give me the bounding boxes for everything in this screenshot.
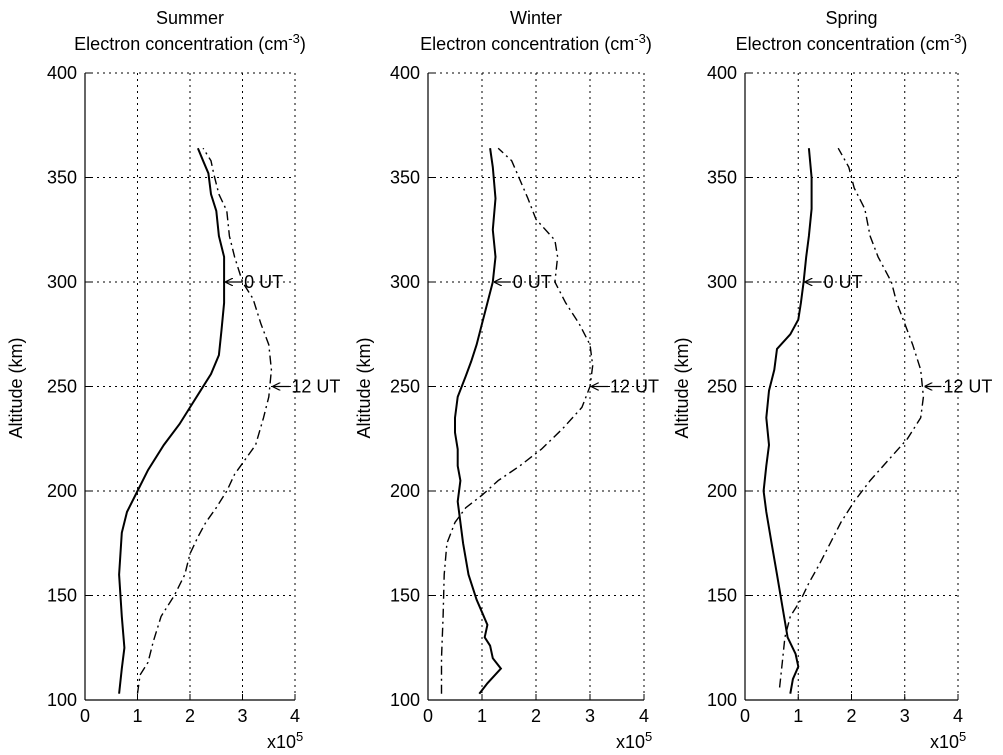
x-tick-label: 1: [477, 706, 487, 726]
y-tick-label: 350: [47, 168, 77, 188]
y-tick-label: 300: [707, 272, 737, 292]
x-tick-label: 2: [846, 706, 856, 726]
series-line-0-ut: [762, 148, 813, 694]
y-tick-label: 250: [47, 377, 77, 397]
y-tick-label: 300: [47, 272, 77, 292]
y-tick-label: 400: [390, 63, 420, 83]
y-tick-label: 100: [707, 690, 737, 710]
chart-panel-winter: Winter Electron concentration (cm-3) 0 1 2 3 4…: [354, 8, 659, 752]
x-multiplier-label: x105: [930, 729, 966, 752]
series-line-12-ut: [136, 147, 273, 694]
chart-title: Summer: [156, 8, 224, 28]
x-tick-label: 0: [740, 706, 750, 726]
y-tick-label: 100: [390, 690, 420, 710]
chart-subtitle: Electron concentration (cm-3): [74, 31, 306, 54]
chart-title: Spring: [825, 8, 877, 28]
chart-panel-spring: Spring Electron concentration (cm-3) 0 1 2 3 4…: [672, 8, 992, 752]
y-tick-label: 200: [390, 481, 420, 501]
x-multiplier-label: x105: [616, 729, 652, 752]
x-tick-label: 3: [900, 706, 910, 726]
y-tick-label: 350: [707, 168, 737, 188]
annotation-label: 0 UT: [824, 272, 863, 292]
y-tick-label: 400: [47, 63, 77, 83]
y-tick-label: 250: [707, 377, 737, 397]
chart-subtitle: Electron concentration (cm-3): [420, 31, 652, 54]
x-multiplier-label: x105: [267, 729, 303, 752]
y-tick-label: 200: [707, 481, 737, 501]
chart-subtitle: Electron concentration (cm-3): [736, 31, 968, 54]
x-tick-label: 0: [423, 706, 433, 726]
x-tick-label: 4: [290, 706, 300, 726]
y-axis-label: Altitude (km): [672, 337, 692, 438]
y-axis-label: Altitude (km): [354, 337, 374, 438]
x-tick-label: 4: [953, 706, 963, 726]
y-tick-label: 200: [47, 481, 77, 501]
annotation-label: 0 UT: [244, 272, 283, 292]
annotation-label: 0 UT: [513, 272, 552, 292]
x-tick-label: 2: [531, 706, 541, 726]
series-line-12-ut: [778, 147, 925, 688]
x-tick-label: 1: [793, 706, 803, 726]
annotation-label: 12 UT: [291, 377, 340, 397]
y-tick-label: 150: [390, 586, 420, 606]
y-tick-label: 100: [47, 690, 77, 710]
annotation-label: 12 UT: [943, 377, 992, 397]
y-tick-label: 150: [707, 586, 737, 606]
series-line-12-ut: [440, 147, 594, 694]
series-line-0-ut: [454, 148, 503, 695]
x-tick-label: 3: [585, 706, 595, 726]
y-tick-label: 250: [390, 377, 420, 397]
chart-title: Winter: [510, 8, 562, 28]
x-tick-label: 3: [237, 706, 247, 726]
annotation-label: 12 UT: [610, 377, 659, 397]
y-tick-label: 400: [707, 63, 737, 83]
y-tick-label: 300: [390, 272, 420, 292]
y-tick-label: 150: [47, 586, 77, 606]
series-line-0-ut: [118, 147, 226, 694]
x-tick-label: 0: [80, 706, 90, 726]
x-tick-label: 2: [185, 706, 195, 726]
chart-panel-summer: Summer Electron concentration (cm-3) 0 1 2 3 4…: [47, 8, 340, 752]
x-tick-label: 4: [639, 706, 649, 726]
y-axis-label: Altitude (km): [6, 337, 26, 438]
y-tick-label: 350: [390, 168, 420, 188]
x-tick-label: 1: [132, 706, 142, 726]
